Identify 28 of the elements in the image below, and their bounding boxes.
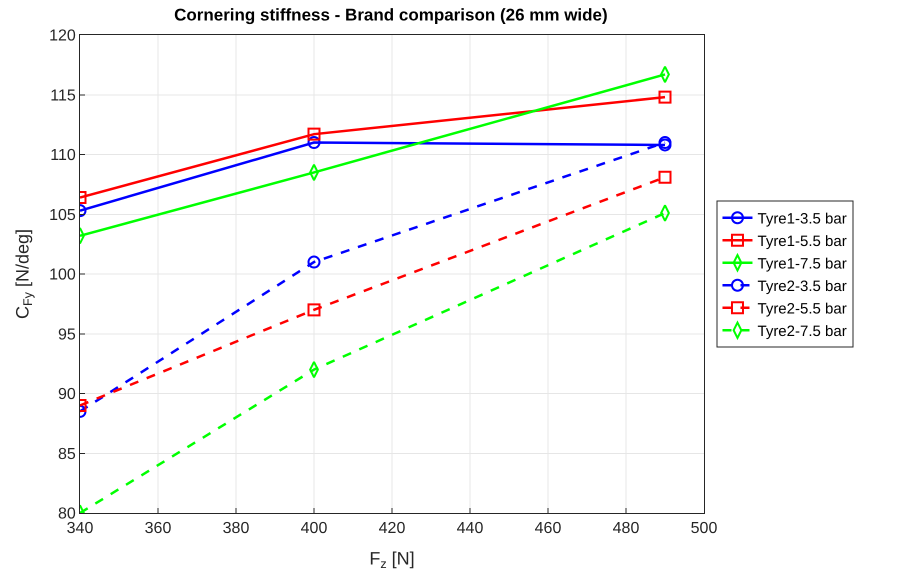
x-axis-title: F$_{z}$ [N]: [369, 548, 415, 572]
y-tick-label: 90: [58, 386, 76, 404]
legend-label: Tyre2-3.5 bar: [757, 278, 847, 296]
y-tick-label: 85: [58, 446, 76, 463]
legend-label: Tyre1-5.5 bar: [757, 233, 847, 250]
x-tick-label: 340: [66, 520, 94, 538]
x-tick-label: 380: [222, 520, 250, 538]
y-tick-label: 115: [50, 87, 76, 104]
y-tick-label: 120: [49, 28, 76, 45]
legend-label: Tyre1-3.5 bar: [757, 210, 847, 228]
y-tick-label: 110: [50, 147, 76, 164]
legend-label: Tyre2-7.5 bar: [757, 323, 847, 340]
x-tick-label: 460: [534, 520, 562, 538]
x-tick-label: 400: [300, 520, 328, 538]
y-tick-label: 95: [58, 326, 76, 344]
legend-label: Tyre1-7.5 bar: [757, 256, 847, 273]
y-tick-label: 100: [49, 266, 76, 284]
x-tick-label: 360: [144, 520, 172, 538]
point: [658, 170, 672, 184]
legend-label: Tyre2-5.5 bar: [757, 300, 847, 318]
x-tick-label: 480: [612, 520, 640, 538]
chart-title: Cornering stiffness - Brand comparison (26 mm wide): [174, 6, 608, 25]
point: [658, 90, 672, 104]
y-tick-label: 105: [49, 206, 76, 224]
x-tick-label: 500: [690, 520, 718, 538]
x-tick-label: 420: [378, 520, 406, 538]
x-tick-label: 440: [456, 520, 484, 538]
y-tick-label: 80: [58, 506, 76, 523]
